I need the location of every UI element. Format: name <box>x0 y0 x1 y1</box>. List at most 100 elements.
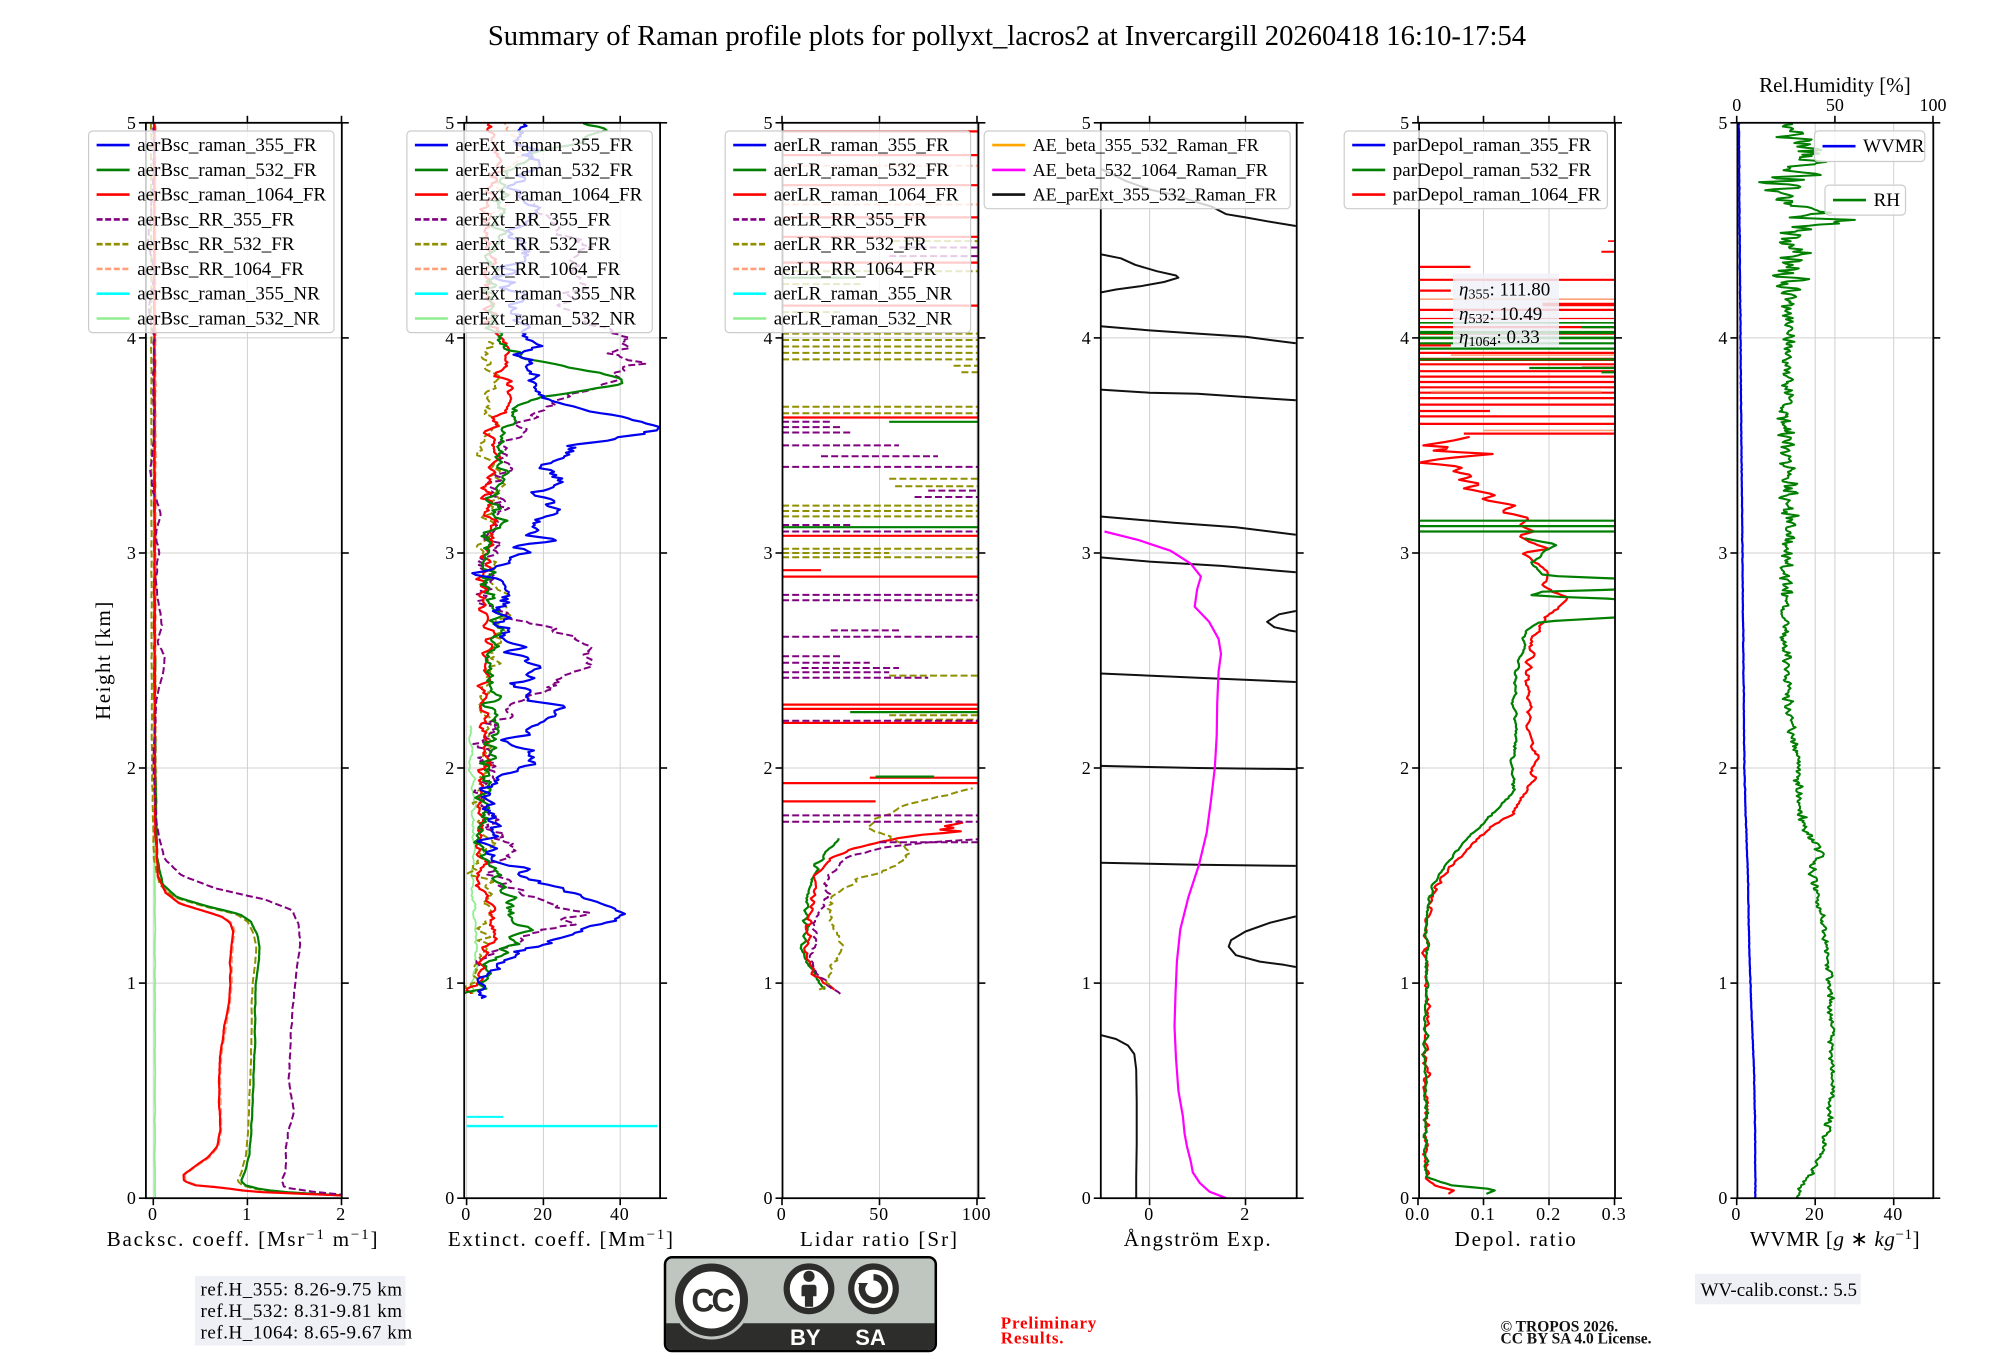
svg-text:4: 4 <box>127 328 136 348</box>
svg-text:50: 50 <box>1826 95 1844 115</box>
svg-text:4: 4 <box>1082 328 1091 348</box>
svg-text:AE_parExt_355_532_Raman_FR: AE_parExt_355_532_Raman_FR <box>1033 185 1277 205</box>
svg-text:Rel.Humidity [%]: Rel.Humidity [%] <box>1759 73 1911 97</box>
svg-text:20: 20 <box>1805 1204 1825 1224</box>
svg-text:0: 0 <box>777 1204 787 1224</box>
svg-text:40: 40 <box>610 1204 630 1224</box>
svg-text:Ångström Exp.: Ångström Exp. <box>1124 1227 1272 1251</box>
svg-text:2: 2 <box>1400 758 1409 778</box>
svg-text:1: 1 <box>445 973 454 993</box>
svg-text:Backsc. coeff. [Msr−1​ m−1​]: Backsc. coeff. [Msr−1​ m−1​] <box>107 1227 380 1251</box>
svg-text:2: 2 <box>1718 758 1727 778</box>
svg-text:2: 2 <box>336 1204 346 1224</box>
svg-text:5: 5 <box>1718 113 1727 133</box>
svg-text:aerLR_raman_532_NR: aerLR_raman_532_NR <box>774 309 953 330</box>
svg-text:AE_beta_532_1064_Raman_FR: AE_beta_532_1064_Raman_FR <box>1033 160 1268 180</box>
svg-text:WVMR [g ∗ kg−1​]: WVMR [g ∗ kg−1​] <box>1750 1227 1920 1251</box>
svg-text:SA: SA <box>855 1325 886 1350</box>
svg-text:0.2: 0.2 <box>1536 1204 1561 1224</box>
svg-text:aerBsc_RR_1064_FR: aerBsc_RR_1064_FR <box>137 259 304 280</box>
svg-text:5: 5 <box>127 113 136 133</box>
svg-text:0: 0 <box>1082 1188 1091 1208</box>
svg-text:3: 3 <box>1718 543 1727 563</box>
svg-text:2: 2 <box>127 758 136 778</box>
svg-text:aerLR_RR_1064_FR: aerLR_RR_1064_FR <box>774 259 937 280</box>
svg-text:0.1: 0.1 <box>1471 1204 1496 1224</box>
svg-text:0: 0 <box>461 1204 471 1224</box>
svg-text:CC: CC <box>691 1283 734 1319</box>
svg-text:2: 2 <box>764 758 773 778</box>
svg-text:3: 3 <box>1400 543 1409 563</box>
svg-text:aerExt_raman_355_NR: aerExt_raman_355_NR <box>456 284 637 305</box>
svg-text:Preliminary: Preliminary <box>1001 1313 1097 1332</box>
svg-text:aerBsc_raman_532_NR: aerBsc_raman_532_NR <box>137 309 320 330</box>
svg-text:Summary of Raman profile plots: Summary of Raman profile plots for polly… <box>488 21 1526 52</box>
svg-text:aerLR_RR_355_FR: aerLR_RR_355_FR <box>774 209 927 230</box>
svg-text:20: 20 <box>533 1204 553 1224</box>
svg-text:aerExt_RR_1064_FR: aerExt_RR_1064_FR <box>456 259 621 280</box>
svg-text:100: 100 <box>962 1204 991 1224</box>
svg-text:aerExt_raman_532_NR: aerExt_raman_532_NR <box>456 309 637 330</box>
svg-text:1: 1 <box>764 973 773 993</box>
svg-text:aerExt_raman_532_FR: aerExt_raman_532_FR <box>456 160 634 181</box>
svg-text:0: 0 <box>445 1188 454 1208</box>
svg-text:WV-calib.const.: 5.5: WV-calib.const.: 5.5 <box>1701 1280 1858 1301</box>
svg-text:0.3: 0.3 <box>1602 1204 1627 1224</box>
svg-text:aerBsc_raman_1064_FR: aerBsc_raman_1064_FR <box>137 185 326 206</box>
svg-text:5: 5 <box>1082 113 1091 133</box>
svg-text:CC BY SA 4.0 License.: CC BY SA 4.0 License. <box>1501 1331 1652 1348</box>
svg-text:4: 4 <box>1400 328 1409 348</box>
svg-text:η532: 10.49: η532: 10.49 <box>1459 304 1542 327</box>
svg-text:4: 4 <box>445 328 454 348</box>
svg-text:aerExt_raman_355_FR: aerExt_raman_355_FR <box>456 135 634 156</box>
svg-text:aerExt_RR_532_FR: aerExt_RR_532_FR <box>456 234 611 255</box>
svg-text:aerLR_raman_355_FR: aerLR_raman_355_FR <box>774 135 950 156</box>
svg-text:aerBsc_raman_355_FR: aerBsc_raman_355_FR <box>137 135 317 156</box>
svg-text:AE_beta_355_532_Raman_FR: AE_beta_355_532_Raman_FR <box>1033 135 1259 155</box>
svg-text:0: 0 <box>1144 1204 1154 1224</box>
svg-text:2: 2 <box>445 758 454 778</box>
svg-text:5: 5 <box>445 113 454 133</box>
svg-text:3: 3 <box>1082 543 1091 563</box>
svg-text:aerBsc_raman_355_NR: aerBsc_raman_355_NR <box>137 284 320 305</box>
svg-text:ref.H_1064: 8.65-9.67 km: ref.H_1064: 8.65-9.67 km <box>201 1323 413 1344</box>
svg-text:1: 1 <box>1082 973 1091 993</box>
svg-text:2: 2 <box>1240 1204 1250 1224</box>
svg-text:Lidar ratio [Sr]: Lidar ratio [Sr] <box>800 1227 959 1251</box>
svg-text:0.0: 0.0 <box>1405 1204 1430 1224</box>
svg-text:4: 4 <box>1718 328 1727 348</box>
svg-text:0: 0 <box>148 1204 158 1224</box>
svg-text:ref.H_355: 8.26-9.75 km: ref.H_355: 8.26-9.75 km <box>201 1280 403 1301</box>
svg-text:0: 0 <box>1400 1188 1409 1208</box>
svg-text:1: 1 <box>1718 973 1727 993</box>
svg-text:0: 0 <box>1718 1188 1727 1208</box>
svg-text:40: 40 <box>1883 1204 1903 1224</box>
svg-text:aerBsc_RR_532_FR: aerBsc_RR_532_FR <box>137 234 295 255</box>
svg-text:Extinct. coeff. [Mm−1​]: Extinct. coeff. [Mm−1​] <box>448 1227 675 1251</box>
svg-text:© TROPOS 2026.: © TROPOS 2026. <box>1501 1319 1619 1336</box>
svg-text:1: 1 <box>127 973 136 993</box>
svg-text:aerLR_RR_532_FR: aerLR_RR_532_FR <box>774 234 927 255</box>
svg-text:parDepol_raman_355_FR: parDepol_raman_355_FR <box>1393 135 1592 156</box>
svg-text:parDepol_raman_1064_FR: parDepol_raman_1064_FR <box>1393 185 1601 206</box>
svg-text:η1064: 0.33: η1064: 0.33 <box>1459 327 1540 350</box>
svg-text:Results.: Results. <box>1001 1328 1065 1347</box>
svg-text:aerBsc_RR_355_FR: aerBsc_RR_355_FR <box>137 209 295 230</box>
svg-text:aerExt_raman_1064_FR: aerExt_raman_1064_FR <box>456 185 643 206</box>
svg-text:aerExt_RR_355_FR: aerExt_RR_355_FR <box>456 209 611 230</box>
svg-text:4: 4 <box>764 328 773 348</box>
svg-text:3: 3 <box>764 543 773 563</box>
svg-text:BY: BY <box>790 1325 821 1350</box>
svg-text:5: 5 <box>764 113 773 133</box>
svg-text:1: 1 <box>242 1204 252 1224</box>
svg-text:3: 3 <box>445 543 454 563</box>
svg-text:ref.H_532: 8.31-9.81 km: ref.H_532: 8.31-9.81 km <box>201 1301 403 1322</box>
svg-text:0: 0 <box>127 1188 136 1208</box>
svg-text:Height [km]: Height [km] <box>91 600 115 720</box>
svg-text:1: 1 <box>1400 973 1409 993</box>
svg-text:aerLR_raman_355_NR: aerLR_raman_355_NR <box>774 284 953 305</box>
svg-text:aerLR_raman_1064_FR: aerLR_raman_1064_FR <box>774 185 959 206</box>
svg-text:3: 3 <box>127 543 136 563</box>
svg-text:5: 5 <box>1400 113 1409 133</box>
svg-text:parDepol_raman_532_FR: parDepol_raman_532_FR <box>1393 160 1592 181</box>
